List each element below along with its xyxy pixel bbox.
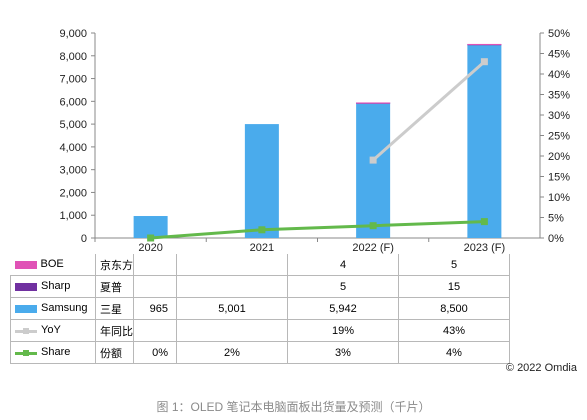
point-share <box>480 218 488 226</box>
point-share <box>147 234 155 242</box>
bar-boe <box>356 102 391 104</box>
legend-key: BOE <box>10 254 96 276</box>
chinese-name-cell: 夏普 <box>95 275 134 298</box>
y2-tick-label: 15% <box>548 172 570 184</box>
y2-tick-label: 35% <box>548 90 570 102</box>
y2-tick-label: 20% <box>548 151 570 163</box>
value-cell-2023: 5 <box>398 254 510 276</box>
legend-key: Sharp <box>10 275 96 298</box>
chinese-name-cell: 三星 <box>95 297 134 320</box>
legend-box-swatch <box>15 282 37 291</box>
bars <box>133 43 502 239</box>
chinese-name-cell: 份额 <box>95 341 134 364</box>
legend-box-swatch <box>15 304 37 313</box>
table-row: BOE 京东方 4 5 <box>10 254 510 276</box>
value-cell-2020 <box>133 319 177 342</box>
chinese-name-cell: 年同比 <box>95 319 134 342</box>
value-cell-2023: 4% <box>398 341 510 364</box>
y2-tick-label: 30% <box>548 110 570 122</box>
value-cell-2021 <box>176 275 288 298</box>
y-tick-label: 5,000 <box>59 119 87 131</box>
value-cell-2023: 8,500 <box>398 297 510 320</box>
value-cell-2020 <box>133 254 177 276</box>
value-cell-2020: 965 <box>133 297 177 320</box>
table-row: Share 份额 0% 2% 3% 4% <box>10 341 510 364</box>
table-row: YoY 年同比 19% 43% <box>10 319 510 342</box>
legend-label: Samsung <box>41 302 88 315</box>
point-yoy <box>480 58 488 66</box>
value-cell-2022: 3% <box>287 341 399 364</box>
table-row: Samsung 三星 965 5,001 5,942 8,500 <box>10 297 510 320</box>
x-tick-label: 2021 <box>250 242 274 254</box>
legend-key: YoY <box>10 319 96 342</box>
y2-tick-label: 10% <box>548 192 570 204</box>
legend-label: Share <box>41 346 71 359</box>
figure-caption: 图 1：OLED 笔记本电脑面板出货量及预测（千片） <box>156 400 431 414</box>
data-table: BOE 京东方 4 5 Sharp 夏普 5 15 Samsung 三星 965 5,001 5,942… <box>10 254 510 364</box>
x-tick-label: 2020 <box>138 242 162 254</box>
value-cell-2022: 5 <box>287 275 399 298</box>
y-tick-label: 0 <box>81 233 87 245</box>
axes: 0 1,000 2,000 3,000 4,000 5,000 6,000 7,000 8,00… <box>59 28 570 254</box>
y-tick-label: 8,000 <box>59 51 87 63</box>
y-tick-label: 4,000 <box>59 142 87 154</box>
legend-key: Samsung <box>10 297 96 320</box>
point-share <box>369 222 377 230</box>
y-tick-label: 1,000 <box>59 210 87 222</box>
point-yoy <box>369 156 377 164</box>
y2-tick-label: 5% <box>548 213 564 225</box>
lines <box>147 58 488 242</box>
table-row: Sharp 夏普 5 15 <box>10 275 510 298</box>
bar-samsung <box>133 216 168 238</box>
value-cell-2022: 19% <box>287 319 399 342</box>
legend-label: BOE <box>40 258 64 271</box>
y-tick-label: 7,000 <box>59 74 87 86</box>
value-cell-2021 <box>176 254 288 276</box>
bar-samsung <box>244 124 279 238</box>
legend-line-swatch <box>15 326 37 336</box>
value-cell-2021: 5,001 <box>176 297 288 320</box>
value-cell-2022: 4 <box>287 254 399 276</box>
y2-tick-label: 0% <box>548 233 564 245</box>
y2-tick-label: 40% <box>548 69 570 81</box>
y-tick-label: 9,000 <box>59 28 87 40</box>
line-share <box>150 220 485 240</box>
copyright-text: © 2022 Omdia <box>505 362 577 374</box>
value-cell-2020: 0% <box>133 341 177 364</box>
x-tick-label: 2023 (F) <box>464 242 506 254</box>
legend-label: Sharp <box>41 280 71 293</box>
legend-box-swatch <box>14 260 37 269</box>
y-tick-label: 3,000 <box>59 165 87 177</box>
value-cell-2020 <box>133 275 177 298</box>
legend-key: Share <box>10 341 96 364</box>
bar-boe <box>467 43 502 46</box>
value-cell-2023: 15 <box>398 275 510 298</box>
line-yoy <box>372 60 486 162</box>
value-cell-2021 <box>176 319 288 342</box>
value-cell-2023: 43% <box>398 319 510 342</box>
x-tick-label: 2022 (F) <box>352 242 394 254</box>
bar-samsung <box>356 102 391 238</box>
y2-tick-label: 45% <box>548 49 570 61</box>
y2-tick-label: 25% <box>548 131 570 143</box>
chinese-name-cell: 京东方 <box>95 254 134 276</box>
y-tick-label: 2,000 <box>59 187 87 199</box>
value-cell-2021: 2% <box>176 341 288 364</box>
y2-tick-label: 50% <box>548 28 570 40</box>
legend-label: YoY <box>41 324 61 337</box>
legend-line-swatch <box>15 348 37 358</box>
point-share <box>258 226 266 234</box>
bar-samsung <box>467 44 502 239</box>
y-tick-label: 6,000 <box>59 96 87 108</box>
value-cell-2022: 5,942 <box>287 297 399 320</box>
